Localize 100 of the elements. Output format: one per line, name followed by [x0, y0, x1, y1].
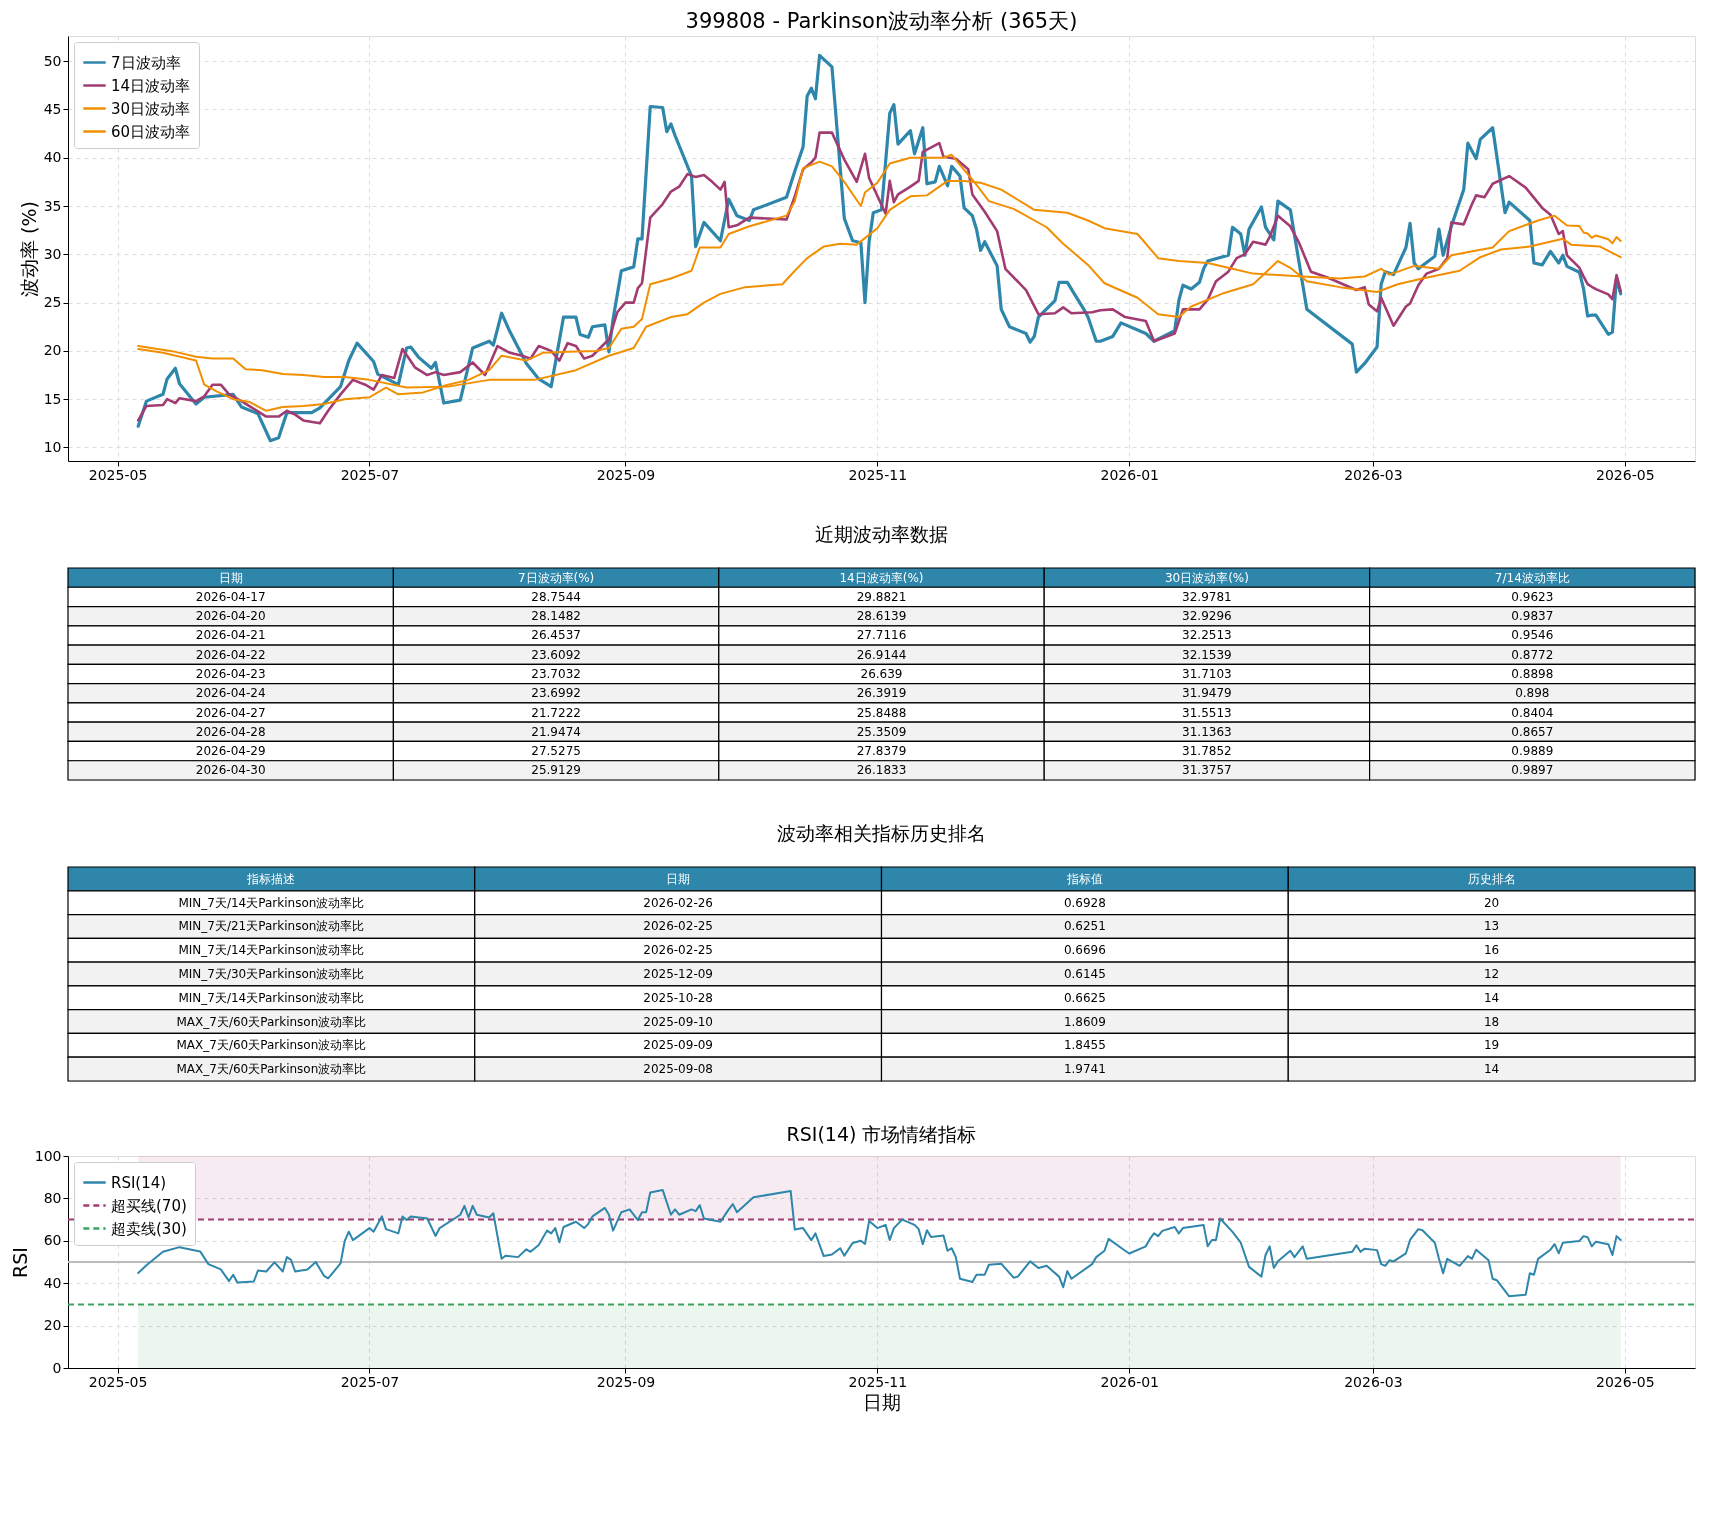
category-label: 30日波动率(%)	[1164, 570, 1249, 585]
text: 2025-12-09	[643, 967, 713, 981]
x-axis-title: 日期	[863, 1390, 901, 1413]
text: 29.8821	[856, 589, 907, 604]
y-tick-label: 60	[43, 1232, 62, 1249]
y-tick-label: 15	[43, 390, 62, 407]
text: 0.6625	[1063, 990, 1106, 1005]
text: 23.6092	[531, 647, 581, 662]
y-tick-label: 80	[43, 1189, 62, 1206]
y-tick-label: 100	[34, 1147, 62, 1164]
y-tick-label: 10	[43, 438, 62, 455]
text: 1.9741	[1063, 1062, 1106, 1077]
text: 2026-04-21	[195, 628, 266, 643]
text: 2026-04-30	[195, 763, 266, 778]
chart-title: RSI(14) 市场情绪指标	[786, 1123, 977, 1145]
text: 28.6139	[856, 609, 907, 624]
text: 1.8609	[1063, 1014, 1106, 1029]
text: 2025-09-09	[643, 1038, 713, 1053]
text: 32.9296	[1182, 609, 1232, 624]
text: 14	[1483, 1062, 1500, 1077]
text: MAX_7天/60天Parkinson波动率比	[176, 1062, 367, 1077]
text: 27.7116	[856, 628, 907, 643]
text: MIN_7天/14天Parkinson波动率比	[178, 943, 365, 958]
text: 2026-04-22	[195, 647, 266, 662]
text: 28.7544	[531, 589, 581, 604]
legend-label: 60日波动率	[111, 122, 191, 141]
text: 25.3509	[856, 724, 907, 739]
text: MAX_7天/60天Parkinson波动率比	[176, 1014, 367, 1029]
text: 0.6696	[1063, 943, 1106, 958]
y-axis-title: RSI	[8, 1247, 31, 1278]
x-tick-label: 2025-09	[596, 1373, 656, 1390]
x-tick-label: 2026-03	[1344, 1373, 1403, 1390]
text: 0.9837	[1511, 609, 1554, 624]
text: 21.9474	[531, 724, 581, 739]
text: 31.7852	[1182, 744, 1232, 759]
text: 26.1833	[856, 763, 907, 778]
text: 2026-04-17	[195, 589, 266, 604]
legend-label: 14日波动率	[111, 76, 191, 95]
x-tick-label: 2025-09	[596, 466, 656, 483]
category-label: 日期	[218, 570, 243, 585]
text: 0.9889	[1511, 744, 1554, 759]
text: 2026-04-27	[195, 705, 266, 720]
chart-title: 399808 - Parkinson波动率分析 (365天)	[685, 9, 1078, 33]
text: 0.6145	[1063, 967, 1106, 981]
text: 31.9479	[1182, 686, 1232, 701]
text: 32.2513	[1182, 628, 1232, 643]
text: MAX_7天/60天Parkinson波动率比	[176, 1038, 367, 1053]
text: 2026-04-29	[195, 744, 266, 759]
category-label: 指标值	[1065, 871, 1103, 886]
text: 2026-04-28	[195, 724, 266, 739]
y-tick-label: 25	[43, 294, 62, 311]
text: 2026-02-25	[643, 943, 713, 958]
text: MIN_7天/21天Parkinson波动率比	[178, 919, 365, 934]
y-tick-label: 20	[43, 1317, 62, 1334]
text: 2026-04-20	[195, 609, 266, 624]
x-tick-label: 2026-05	[1596, 466, 1655, 483]
text: 23.7032	[531, 667, 581, 681]
text: MIN_7天/14天Parkinson波动率比	[178, 990, 365, 1005]
text: 14	[1483, 990, 1500, 1005]
x-tick-label: 2025-11	[848, 466, 908, 483]
y-tick-label: 30	[43, 245, 62, 262]
text: 2026-04-23	[195, 667, 266, 681]
text: 32.1539	[1182, 647, 1232, 662]
text: 13	[1483, 919, 1500, 934]
category-label: 7/14波动率比	[1494, 570, 1570, 585]
text: 0.6928	[1063, 895, 1106, 910]
text: 0.9897	[1511, 763, 1554, 778]
y-tick-label: 20	[43, 342, 62, 359]
x-tick-label: 2026-01	[1100, 1373, 1160, 1390]
category-label: 7日波动率(%)	[517, 570, 595, 585]
text: 0.898	[1515, 686, 1550, 701]
x-tick-label: 2025-07	[340, 466, 400, 483]
text: 2025-10-28	[643, 990, 713, 1005]
x-tick-label: 2026-05	[1596, 1373, 1655, 1390]
text: MIN_7天/30天Parkinson波动率比	[178, 967, 365, 981]
y-tick-label: 35	[43, 197, 62, 214]
text: 31.3757	[1182, 763, 1232, 778]
y-tick-label: 40	[43, 149, 62, 166]
text: 0.9623	[1511, 589, 1554, 604]
text: 18	[1483, 1014, 1500, 1029]
legend-label: 30日波动率	[111, 99, 191, 118]
text: 27.5275	[531, 744, 581, 759]
y-tick-label: 40	[43, 1274, 62, 1291]
text: 1.8455	[1063, 1038, 1106, 1053]
text: 23.6992	[531, 686, 581, 701]
x-tick-label: 2025-05	[88, 1373, 148, 1390]
text: 31.7103	[1182, 667, 1232, 681]
legend-label: 7日波动率	[111, 53, 181, 72]
text: 31.5513	[1182, 705, 1232, 720]
y-tick-label: 50	[43, 52, 62, 69]
y-axis-title: 波动率 (%)	[17, 201, 40, 297]
y-tick-label: 45	[43, 100, 62, 117]
text: 近期波动率数据	[815, 523, 948, 546]
text: 12	[1483, 967, 1500, 981]
text: 20	[1483, 895, 1500, 910]
text: 2025-09-08	[643, 1062, 713, 1077]
text: 2025-09-10	[643, 1014, 713, 1029]
x-tick-label: 2026-03	[1344, 466, 1403, 483]
legend-label: 超买线(70)	[111, 1196, 187, 1215]
text: 26.639	[860, 667, 903, 681]
